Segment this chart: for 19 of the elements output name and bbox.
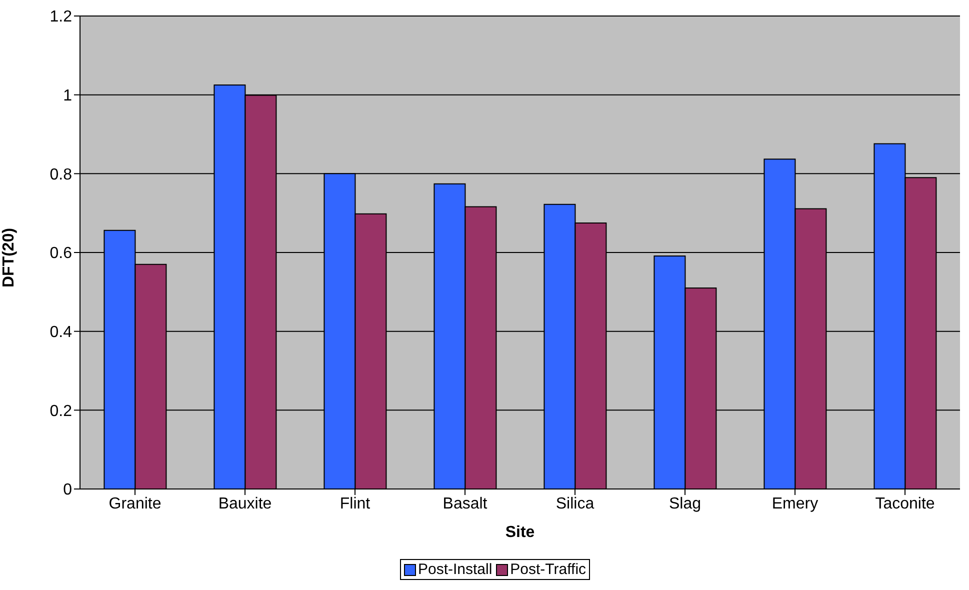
y-tick-label: 0.6 — [50, 245, 72, 262]
x-tick-label: Bauxite — [218, 495, 272, 512]
x-tick-label: Taconite — [875, 495, 935, 512]
legend-label: Post-Traffic — [509, 561, 586, 578]
x-tick-label: Flint — [340, 495, 371, 512]
y-tick-label: 0 — [63, 482, 72, 499]
y-axis-title: DFT(20) — [0, 228, 18, 288]
x-tick-label: Silica — [556, 495, 594, 512]
y-tick-label: 1.2 — [50, 8, 72, 26]
y-tick-label: 0.2 — [50, 402, 72, 420]
y-tick-label: 1 — [63, 88, 72, 105]
x-tick-label: Slag — [668, 495, 702, 512]
x-tick-label: Granite — [108, 495, 162, 512]
x-axis-title: Site — [505, 524, 535, 541]
legend-label: Post-Install — [416, 561, 492, 578]
y-tick-label: 0.8 — [50, 166, 72, 184]
y-tick-label: 0.4 — [50, 324, 72, 342]
x-tick-label: Basalt — [442, 495, 488, 512]
x-tick-label: Emery — [772, 495, 818, 512]
